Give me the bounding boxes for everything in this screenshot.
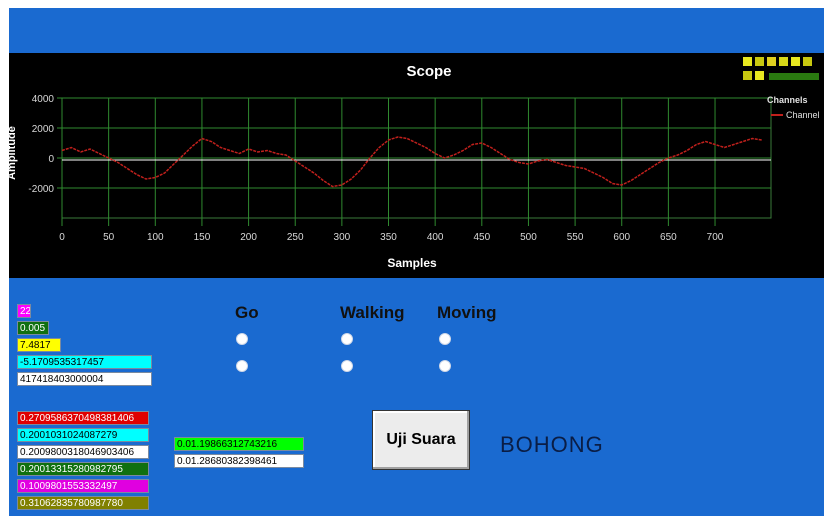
radio-label-moving: Moving xyxy=(437,303,497,322)
uji-suara-button[interactable]: Uji Suara xyxy=(372,410,470,470)
marker-icon[interactable] xyxy=(767,57,776,66)
x-tick-label: 300 xyxy=(334,232,351,243)
radio-go-1[interactable] xyxy=(236,333,248,345)
value-box[interactable]: 22 xyxy=(17,304,31,318)
zoom-fit-icon[interactable] xyxy=(755,71,764,80)
print-icon[interactable] xyxy=(779,57,788,66)
y-tick-labels: 4000 2000 0 -2000 xyxy=(28,94,54,195)
y-tick-label: 0 xyxy=(48,154,54,165)
x-tick-label: 450 xyxy=(473,232,490,243)
x-tick-label: 700 xyxy=(707,232,724,243)
radio-label-walking: Walking xyxy=(340,303,405,322)
toolbar-status-bar xyxy=(769,73,819,80)
save-icon[interactable] xyxy=(791,57,800,66)
x-tick-label: 600 xyxy=(613,232,630,243)
x-tick-label: 400 xyxy=(427,232,444,243)
legend-title: Channels xyxy=(767,95,808,105)
x-tick-label: 500 xyxy=(520,232,537,243)
x-tick-label: 50 xyxy=(103,232,115,243)
result-label: BOHONG xyxy=(500,432,604,457)
value-box[interactable]: 0.2709586370498381406 xyxy=(17,411,149,425)
y-axis-label: Amplitude xyxy=(9,126,18,180)
x-tick-label: 200 xyxy=(240,232,257,243)
value-box[interactable]: 0.1009801553332497 xyxy=(17,479,149,493)
value-box[interactable]: 417418403000004 xyxy=(17,372,152,386)
radio-walking-2[interactable] xyxy=(341,360,353,372)
radio-go-2[interactable] xyxy=(236,360,248,372)
value-box[interactable]: 0.2009800318046903406 xyxy=(17,445,149,459)
legend: Channels Channel xyxy=(767,95,820,120)
x-tick-label: 250 xyxy=(287,232,304,243)
x-tick-label: 150 xyxy=(194,232,211,243)
value-box[interactable]: 0.20013315280982795 xyxy=(17,462,149,476)
x-tick-labels: 0 50 100 150 200 250 300 350 400 450 500 550 600 650 7… xyxy=(59,232,724,243)
scope-title: Scope xyxy=(406,63,451,80)
x-axis-label: Samples xyxy=(387,256,437,270)
cursor-icon[interactable] xyxy=(743,57,752,66)
x-tick-label: 350 xyxy=(380,232,397,243)
x-tick-label: 100 xyxy=(147,232,164,243)
radio-moving-1[interactable] xyxy=(439,333,451,345)
y-tick-label: 2000 xyxy=(32,124,55,135)
value-box[interactable]: -5.1709535317457 xyxy=(17,355,152,369)
value-box[interactable]: 0.01.28680382398461 xyxy=(174,454,304,468)
pan-icon[interactable] xyxy=(755,57,764,66)
x-tick-label: 0 xyxy=(59,232,65,243)
scope-toolbar[interactable] xyxy=(743,57,819,80)
x-tick-label: 650 xyxy=(660,232,677,243)
y-tick-label: -2000 xyxy=(28,184,54,195)
value-box[interactable]: 0.31062835780987780 xyxy=(17,496,149,510)
zoom-out-icon[interactable] xyxy=(743,71,752,80)
radio-walking-1[interactable] xyxy=(341,333,353,345)
radio-moving-2[interactable] xyxy=(439,360,451,372)
value-box[interactable]: 0.005 xyxy=(17,321,49,335)
value-box[interactable]: 7.4817 xyxy=(17,338,61,352)
value-box[interactable]: 0.01.19866312743216 xyxy=(174,437,304,451)
radio-label-go: Go xyxy=(235,303,259,322)
app-window: Scope Samples Amplitude 4000 2000 0 -2000 0… xyxy=(9,8,824,516)
value-box[interactable]: 0.2001031024087279 xyxy=(17,428,149,442)
scope-panel: Scope Samples Amplitude 4000 2000 0 -2000 0… xyxy=(9,53,824,278)
y-tick-label: 4000 xyxy=(32,94,55,105)
series-line-channel xyxy=(61,136,762,188)
x-tick-label: 550 xyxy=(567,232,584,243)
legend-item-channel: Channel xyxy=(786,110,820,120)
series-layer xyxy=(61,136,762,188)
zoom-in-icon[interactable] xyxy=(803,57,812,66)
plot-grid xyxy=(57,97,772,226)
